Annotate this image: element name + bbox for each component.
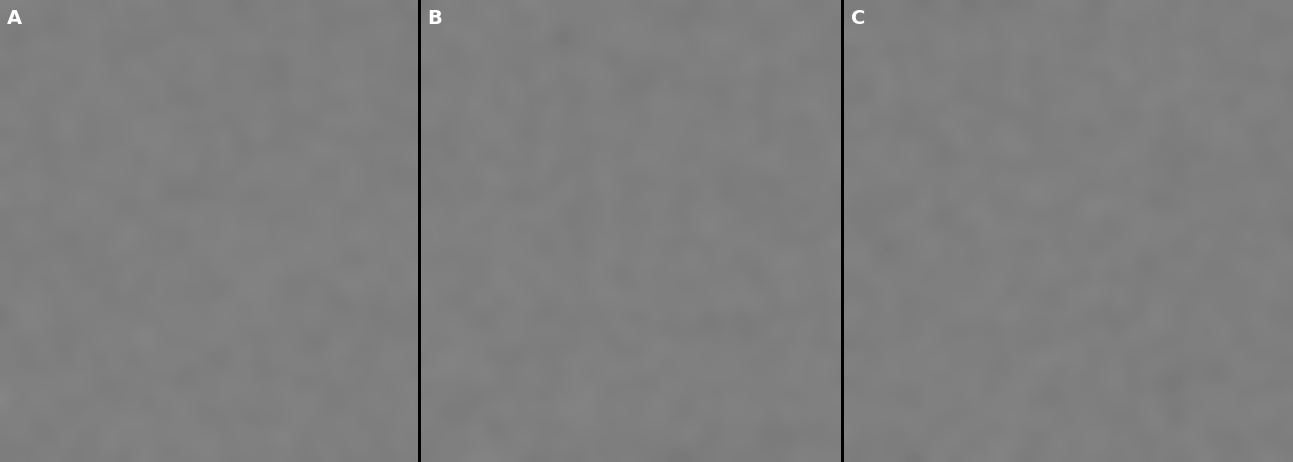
Text: A: A bbox=[6, 8, 22, 28]
Text: C: C bbox=[851, 8, 865, 28]
Text: B: B bbox=[428, 8, 442, 28]
